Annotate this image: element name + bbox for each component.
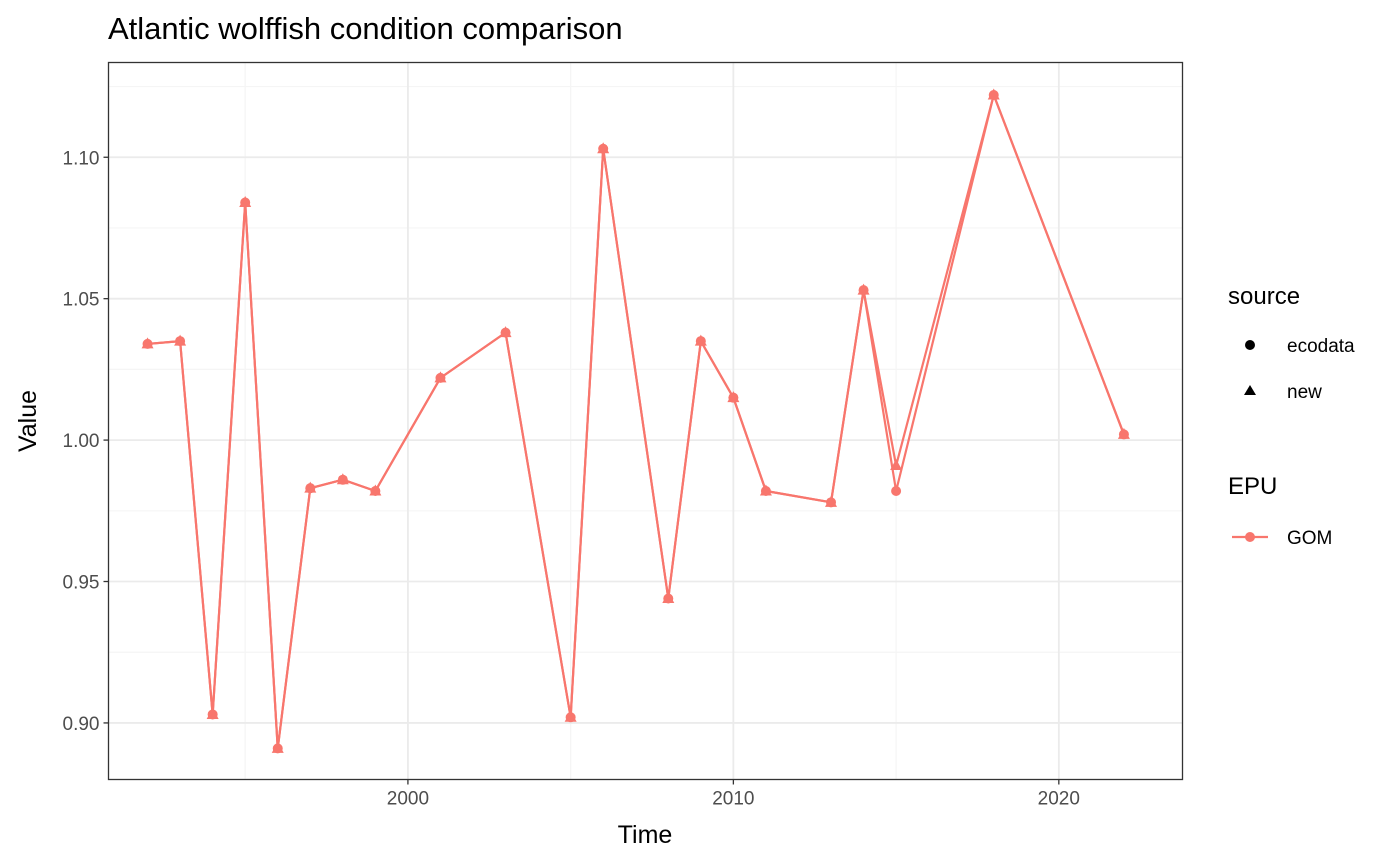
data-point-ecodata (891, 486, 902, 497)
plot-panel-border (107, 61, 1184, 781)
data-point-new (564, 710, 577, 722)
legend-epu-title: EPU (1228, 473, 1277, 500)
chart-title: Atlantic wolffish condition comparison (108, 11, 623, 46)
data-point-new (825, 495, 838, 507)
legend-label-ecodata: ecodata (1287, 336, 1355, 357)
legend-label-new: new (1287, 382, 1322, 403)
legend-circle-key (1245, 340, 1255, 350)
data-point-new (141, 337, 154, 349)
data-point-new (987, 88, 1000, 100)
x-axis: 2000 2010 2020 (387, 779, 1080, 810)
data-point-new (369, 484, 382, 496)
x-tick-label: 2020 (1038, 789, 1080, 810)
data-point-new (727, 391, 740, 403)
data-point-new (271, 741, 284, 753)
data-point-new (759, 484, 772, 496)
data-point-new (499, 326, 512, 338)
legend-triangle-key (1244, 385, 1256, 395)
series-points (141, 88, 1130, 754)
x-axis-title: Time (618, 821, 673, 849)
y-tick-label: 1.10 (63, 148, 100, 169)
y-axis-title: Value (14, 390, 42, 452)
legend-epu: EPU GOM (1228, 473, 1332, 549)
y-axis: 0.90 0.95 1.00 1.05 1.10 (63, 148, 109, 735)
data-point-new (304, 481, 317, 493)
data-point-new (890, 459, 903, 471)
data-point-new (662, 591, 675, 603)
legend-source-title: source (1228, 283, 1300, 310)
y-tick-label: 1.05 (63, 290, 100, 311)
y-tick-label: 0.95 (63, 573, 100, 594)
legend-label-gom: GOM (1287, 528, 1332, 549)
data-point-new (239, 196, 252, 208)
x-tick-label: 2010 (712, 789, 754, 810)
data-point-new (174, 334, 187, 346)
data-point-new (597, 142, 610, 154)
y-tick-label: 1.00 (63, 431, 100, 452)
data-point-new (336, 473, 349, 485)
data-point-new (694, 334, 707, 346)
legend-gom-point-key (1245, 532, 1255, 542)
data-point-new (1117, 427, 1130, 439)
legend-source: source ecodata new (1228, 283, 1355, 403)
y-tick-label: 0.90 (63, 714, 100, 735)
minor-gridlines (108, 62, 1183, 780)
data-point-new (434, 371, 447, 383)
data-point-new (857, 283, 870, 295)
x-tick-label: 2000 (387, 789, 429, 810)
data-point-new (206, 707, 219, 719)
